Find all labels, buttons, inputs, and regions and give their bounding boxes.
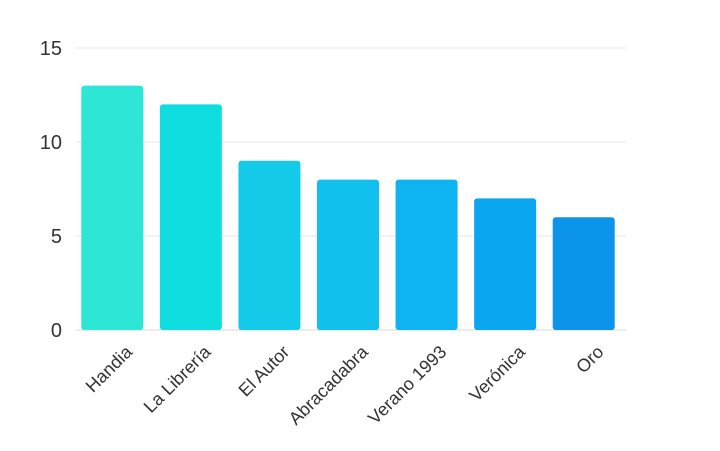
x-tick-label: Oro bbox=[572, 342, 607, 377]
bars bbox=[81, 85, 615, 331]
bar-handia bbox=[81, 85, 144, 330]
x-axis-ticks: Handia La Librería El AutorAbracadabraVera… bbox=[82, 341, 608, 429]
bar-el-autor bbox=[238, 160, 301, 330]
x-tick-label: Verano 1993 bbox=[364, 342, 450, 428]
x-tick-label: Abracadabra bbox=[285, 341, 373, 429]
y-tick-label: 15 bbox=[40, 38, 62, 60]
x-tick-label: Handia bbox=[82, 341, 137, 396]
x-tick-label: Verónica bbox=[465, 341, 529, 405]
bar-verano-1993 bbox=[395, 179, 458, 330]
bar-la-librer-a bbox=[159, 104, 222, 331]
y-axis-ticks: 0 5 10 15 bbox=[40, 38, 62, 342]
y-tick-label: 10 bbox=[40, 132, 62, 154]
bar-oro bbox=[552, 217, 615, 330]
bar-ver-nica bbox=[474, 198, 537, 330]
bar-abracadabra bbox=[317, 179, 379, 330]
x-tick-label: El Autor bbox=[235, 342, 294, 401]
x-tick-label: La Librería bbox=[140, 341, 216, 417]
y-tick-label: 5 bbox=[51, 226, 62, 248]
y-tick-label: 0 bbox=[51, 320, 62, 342]
